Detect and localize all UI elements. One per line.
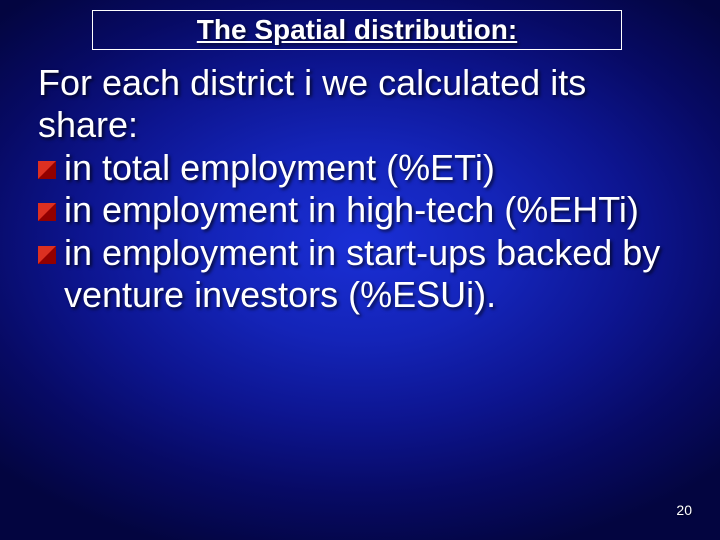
bullet-text: in employment in start-ups backed by ven…: [64, 232, 694, 317]
slide-title: The Spatial distribution:: [197, 14, 517, 46]
intro-text: For each district i we calculated its sh…: [38, 62, 694, 147]
square-bullet-icon: [38, 203, 56, 221]
title-box: The Spatial distribution:: [92, 10, 622, 50]
bullet-item: in total employment (%ETi): [38, 147, 694, 189]
slide: The Spatial distribution: For each distr…: [0, 0, 720, 540]
page-number: 20: [676, 502, 692, 518]
bullet-item: in employment in high-tech (%EHTi): [38, 189, 694, 231]
bullet-item: in employment in start-ups backed by ven…: [38, 232, 694, 317]
bullet-text: in total employment (%ETi): [64, 147, 694, 189]
square-bullet-icon: [38, 246, 56, 264]
square-bullet-icon: [38, 161, 56, 179]
slide-body: For each district i we calculated its sh…: [26, 62, 694, 317]
bullet-text: in employment in high-tech (%EHTi): [64, 189, 694, 231]
